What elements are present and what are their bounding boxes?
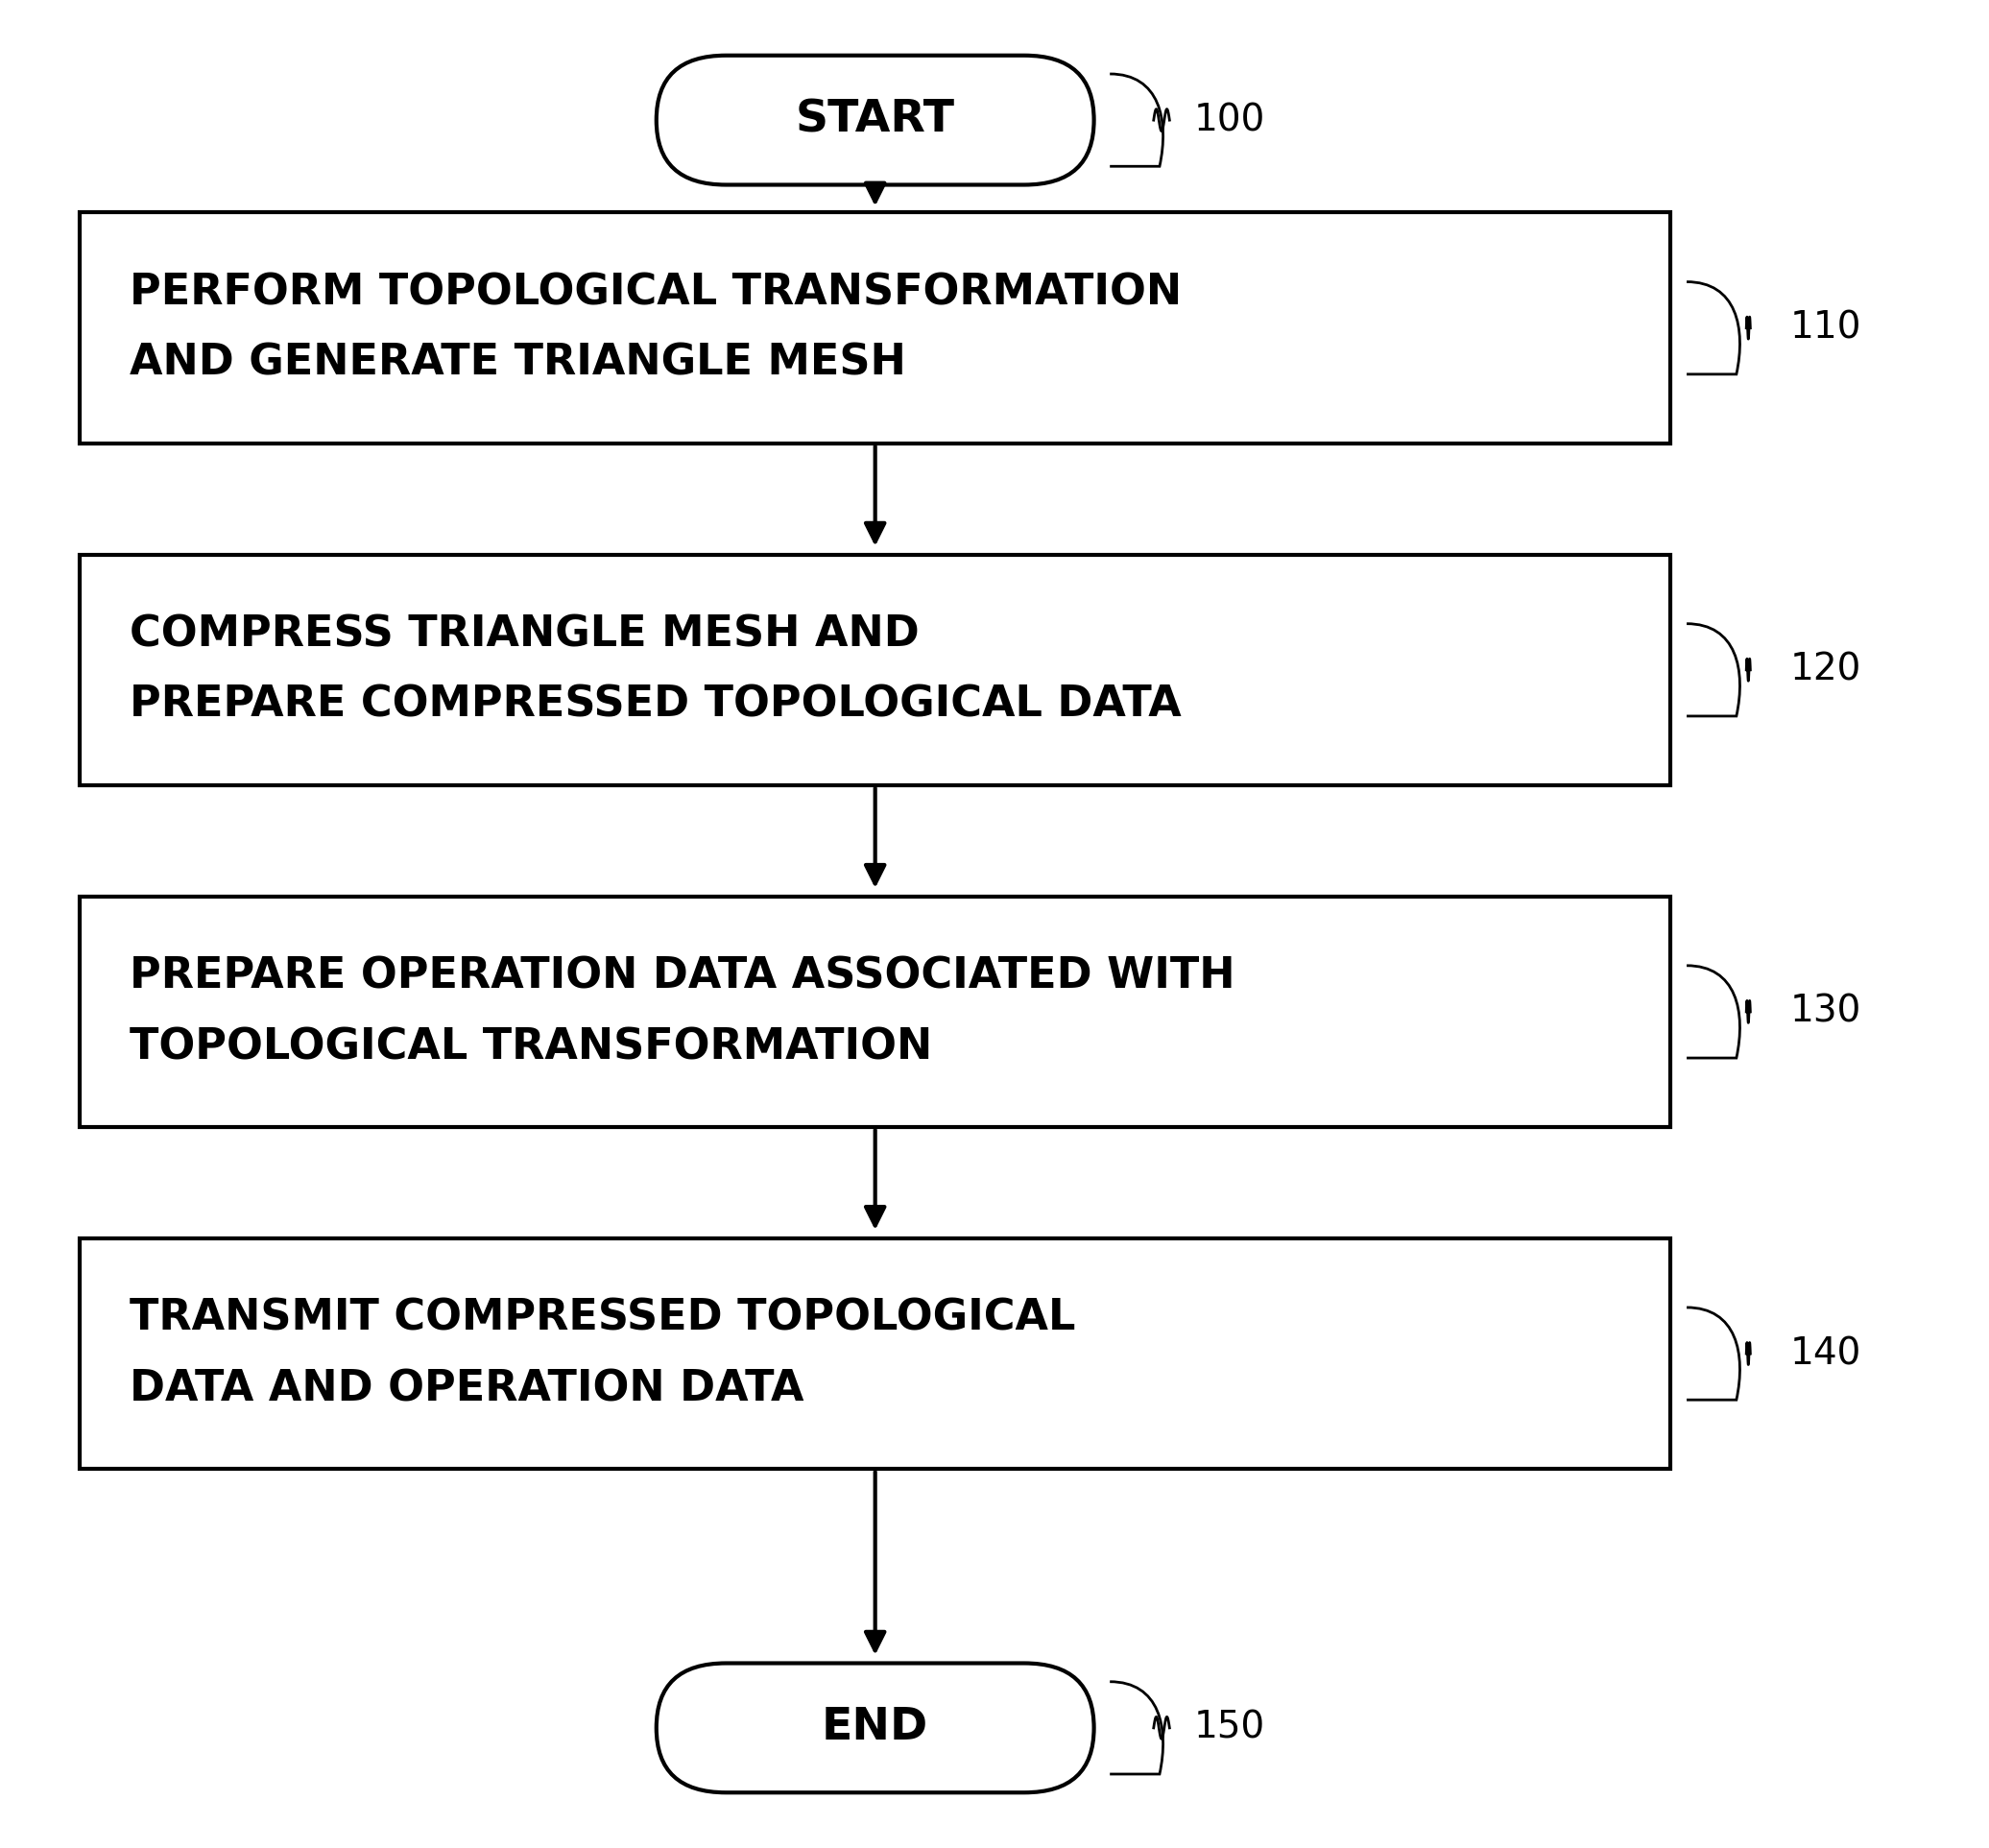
Text: 140: 140 <box>1790 1336 1862 1371</box>
Text: AND GENERATE TRIANGLE MESH: AND GENERATE TRIANGLE MESH <box>129 342 905 384</box>
FancyBboxPatch shape <box>80 213 1671 444</box>
FancyBboxPatch shape <box>80 896 1671 1127</box>
Text: 100: 100 <box>1193 102 1265 139</box>
Text: PREPARE OPERATION DATA ASSOCIATED WITH: PREPARE OPERATION DATA ASSOCIATED WITH <box>129 955 1235 998</box>
Text: PREPARE COMPRESSED TOPOLOGICAL DATA: PREPARE COMPRESSED TOPOLOGICAL DATA <box>129 684 1181 726</box>
FancyBboxPatch shape <box>656 55 1094 185</box>
Text: DATA AND OPERATION DATA: DATA AND OPERATION DATA <box>129 1368 804 1410</box>
Text: END: END <box>821 1706 929 1750</box>
Text: 150: 150 <box>1193 1709 1265 1746</box>
Text: PERFORM TOPOLOGICAL TRANSFORMATION: PERFORM TOPOLOGICAL TRANSFORMATION <box>129 272 1181 314</box>
Text: COMPRESS TRIANGLE MESH AND: COMPRESS TRIANGLE MESH AND <box>129 614 919 656</box>
FancyBboxPatch shape <box>80 554 1671 785</box>
Text: TOPOLOGICAL TRANSFORMATION: TOPOLOGICAL TRANSFORMATION <box>129 1026 933 1068</box>
FancyBboxPatch shape <box>656 1663 1094 1793</box>
Text: 110: 110 <box>1790 310 1862 346</box>
Text: TRANSMIT COMPRESSED TOPOLOGICAL: TRANSMIT COMPRESSED TOPOLOGICAL <box>129 1297 1076 1340</box>
Text: 130: 130 <box>1790 994 1862 1029</box>
FancyBboxPatch shape <box>80 1238 1671 1469</box>
Text: START: START <box>796 98 955 142</box>
Text: 120: 120 <box>1790 652 1862 687</box>
